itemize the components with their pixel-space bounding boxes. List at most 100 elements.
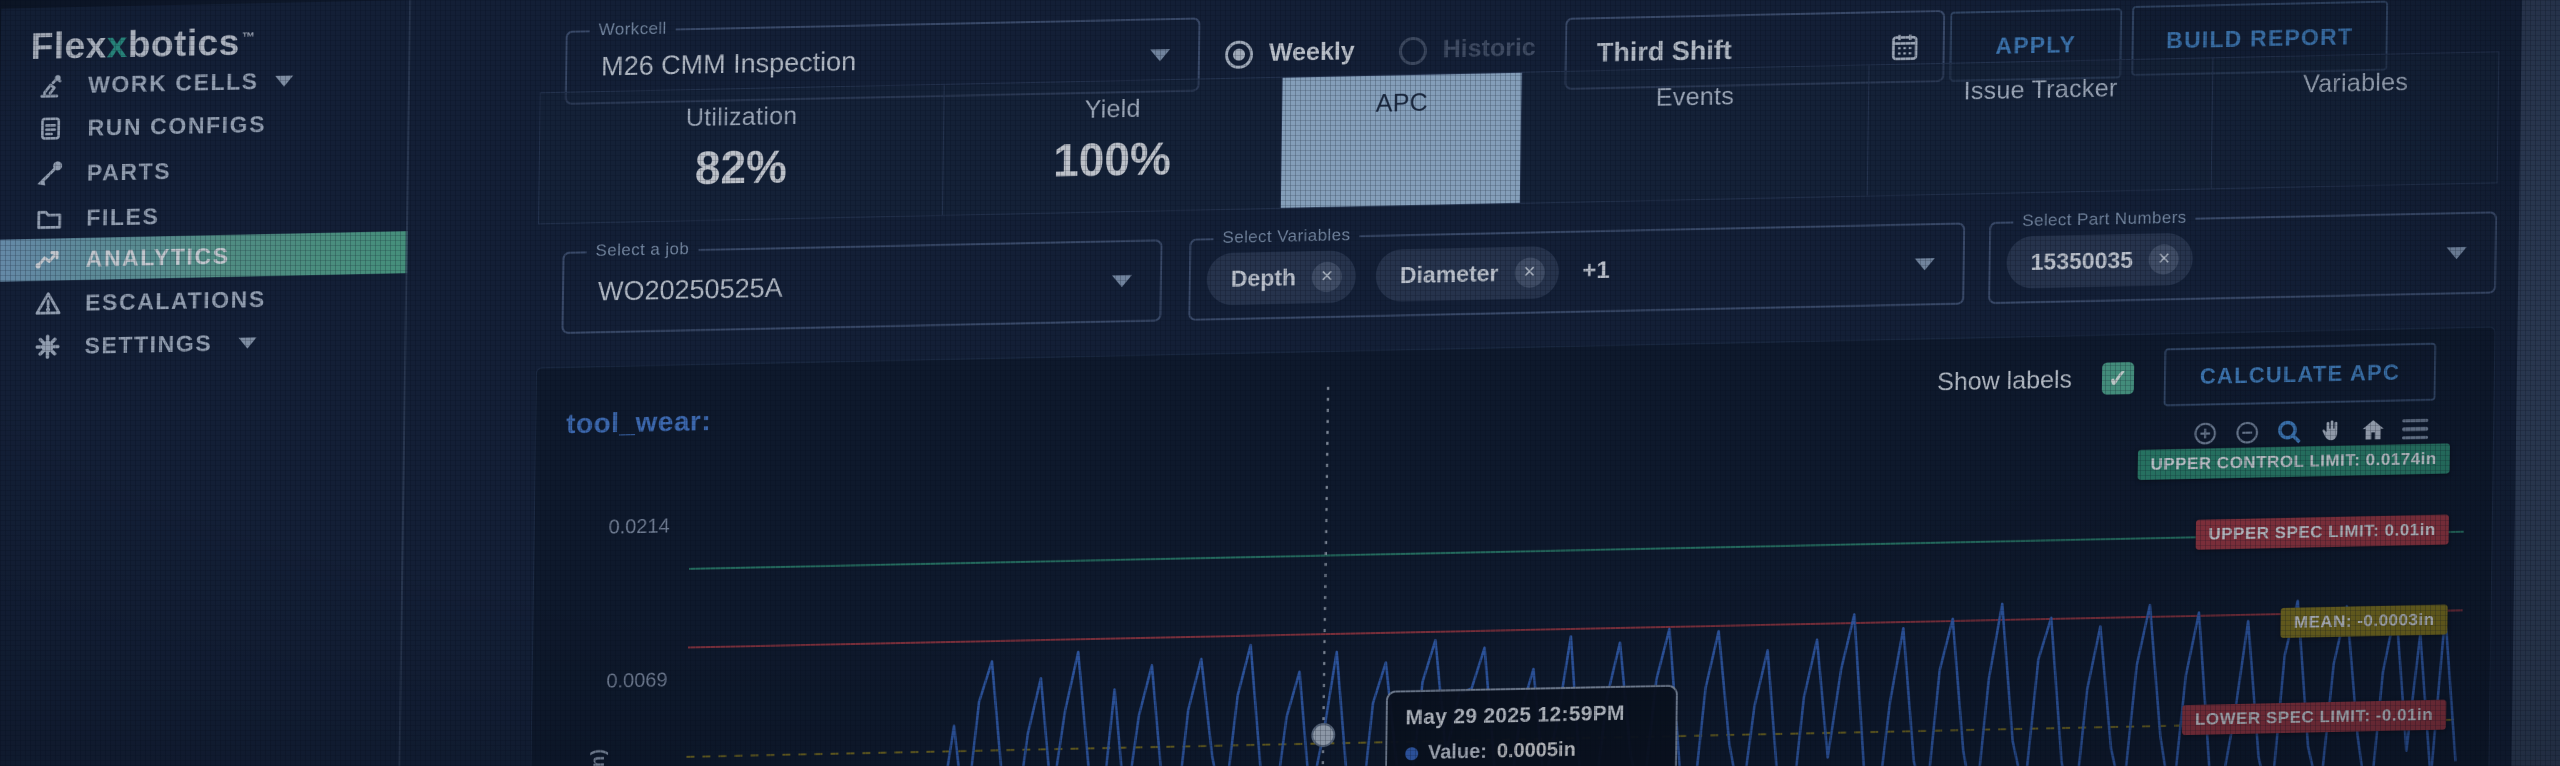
chart-title: tool_wear: — [565, 404, 712, 439]
radio-weekly-label: Weekly — [1268, 37, 1355, 68]
brand-post: botics — [127, 21, 241, 65]
lower-spec-limit-badge: LOWER SPEC LIMIT: -0.01in — [2181, 699, 2447, 736]
sidebar-item-label: SETTINGS — [84, 329, 213, 359]
close-icon[interactable]: × — [1311, 261, 1343, 293]
variable-chips: Depth × Diameter × +1 — [1206, 245, 1611, 306]
tab-apc[interactable]: APC — [1281, 72, 1523, 208]
part-numbers-label: Select Part Numbers — [2013, 207, 2196, 232]
part-number-chips: 15350035 × — [2006, 232, 2194, 289]
tab-events[interactable]: Events — [1520, 65, 1870, 203]
range-radio-group: Weekly Historic — [1224, 33, 1536, 69]
radio-historic[interactable]: Historic — [1398, 33, 1536, 65]
utilization-value: 82% — [694, 140, 788, 195]
sidebar-item-parts[interactable]: PARTS — [0, 145, 409, 196]
document-icon — [35, 113, 65, 144]
yield-value: 100% — [1052, 132, 1172, 187]
calculate-apc-label: CALCULATE APC — [2199, 359, 2401, 389]
chevron-down-icon — [1914, 258, 1935, 271]
tab-variables[interactable]: Variables — [2212, 52, 2498, 188]
close-icon[interactable]: × — [2148, 244, 2180, 275]
chevron-down-icon — [2446, 247, 2467, 260]
apply-button-label: APPLY — [1995, 30, 2077, 59]
trademark-mark: ™ — [241, 28, 256, 45]
job-select-value: WO20250525A — [597, 272, 783, 307]
chart-controls: Show labels ✓ CALCULATE APC — [1937, 342, 2437, 411]
main-content: Workcell M26 CMM Inspection Weekly Histo… — [395, 0, 2522, 766]
variables-select[interactable]: Select Variables Depth × Diameter × +1 — [1188, 222, 1966, 321]
y-axis-tick: 0.0214 — [608, 515, 670, 539]
brand-pre: Flex — [30, 24, 108, 68]
chevron-down-icon — [1149, 49, 1171, 62]
y-axis-label: values (in) — [587, 748, 610, 766]
tooltip-timestamp: May 29 2025 12:59PM — [1405, 701, 1625, 730]
close-icon[interactable]: × — [1514, 257, 1545, 288]
sidebar-item-label: RUN CONFIGS — [87, 110, 267, 141]
sidebar-item-label: ANALYTICS — [85, 242, 230, 272]
tools-icon — [35, 158, 65, 189]
calendar-icon — [1889, 30, 1921, 63]
gear-icon — [32, 331, 62, 362]
radio-weekly[interactable]: Weekly — [1224, 37, 1355, 69]
sidebar-item-settings[interactable]: SETTINGS — [0, 318, 407, 369]
tooltip-value: 0.0005in — [1496, 738, 1576, 763]
tab-label: Variables — [2302, 68, 2409, 99]
workcell-label: Workcell — [589, 18, 676, 41]
workcell-value: M26 CMM Inspection — [600, 46, 857, 82]
brand-accent: x — [106, 23, 129, 66]
chevron-down-icon — [1111, 274, 1132, 288]
sidebar-item-analytics[interactable]: ANALYTICS — [0, 231, 408, 282]
part-numbers-select[interactable]: Select Part Numbers 15350035 × — [1988, 207, 2498, 305]
tab-label: Issue Tracker — [1963, 74, 2118, 106]
upper-spec-limit-badge: UPPER SPEC LIMIT: 0.01in — [2195, 514, 2449, 550]
shift-value: Third Shift — [1596, 34, 1733, 68]
sidebar-item-label: PARTS — [86, 157, 172, 186]
chips-overflow-count: +1 — [1582, 256, 1610, 285]
chip-depth: Depth × — [1206, 250, 1357, 306]
tab-label: Yield — [1084, 94, 1141, 124]
y-axis-tick: 0.0069 — [606, 669, 668, 693]
tab-label: Events — [1655, 82, 1735, 112]
sidebar-item-label: FILES — [86, 202, 160, 231]
build-report-button-label: BUILD REPORT — [2166, 22, 2354, 53]
series-dot-icon — [1404, 747, 1419, 761]
sidebar-item-run-configs[interactable]: RUN CONFIGS — [0, 100, 410, 151]
radio-selected-icon — [1224, 39, 1254, 69]
robot-arm-icon — [36, 70, 66, 101]
check-icon: ✓ — [2107, 364, 2129, 393]
plot-area: values (in) May 29 2025 12:59PM Value: 0… — [587, 386, 2475, 766]
show-labels-label: Show labels — [1937, 364, 2073, 396]
folder-icon — [34, 203, 64, 234]
tooltip-value-label: Value: — [1427, 740, 1488, 764]
radio-unselected-icon — [1398, 36, 1427, 65]
chevron-down-icon — [238, 336, 257, 349]
tab-issue-tracker[interactable]: Issue Tracker — [1867, 58, 2214, 196]
chip-part-number: 15350035 × — [2006, 232, 2194, 289]
tab-utilization[interactable]: Utilization 82% — [538, 84, 945, 224]
sidebar-item-label: WORK CELLS — [87, 67, 259, 98]
tab-yield[interactable]: Yield 100% — [942, 77, 1283, 215]
sidebar-item-escalations[interactable]: ESCALATIONS — [0, 275, 407, 326]
analytics-icon — [34, 244, 64, 275]
sidebar-item-label: ESCALATIONS — [84, 285, 266, 316]
apc-chart-card: tool_wear: Show labels ✓ CALCULATE APC v… — [527, 326, 2496, 766]
job-select-label: Select a job — [586, 239, 699, 262]
warning-icon — [33, 288, 63, 319]
tab-label: Utilization — [685, 101, 798, 133]
chip-label: 15350035 — [2030, 246, 2134, 275]
radio-historic-label: Historic — [1442, 33, 1536, 64]
show-labels-checkbox[interactable]: ✓ — [2101, 362, 2135, 395]
calculate-apc-button[interactable]: CALCULATE APC — [2163, 342, 2437, 407]
chip-diameter: Diameter × — [1375, 246, 1559, 302]
chevron-down-icon — [274, 75, 293, 87]
job-select[interactable]: Select a job WO20250525A — [561, 239, 1163, 334]
tab-label: APC — [1375, 88, 1429, 118]
chip-label: Depth — [1230, 264, 1297, 292]
mean-badge: MEAN: -0.0003in — [2280, 604, 2448, 639]
variables-select-label: Select Variables — [1213, 225, 1360, 249]
chart-tooltip: May 29 2025 12:59PM Value: 0.0005in — [1384, 684, 1678, 766]
sidebar: Flexxbotics ™ WORK CELLS RUN CONFIGS — [0, 0, 412, 766]
sidebar-item-work-cells[interactable]: WORK CELLS — [0, 57, 410, 108]
chip-label: Diameter — [1399, 259, 1499, 288]
